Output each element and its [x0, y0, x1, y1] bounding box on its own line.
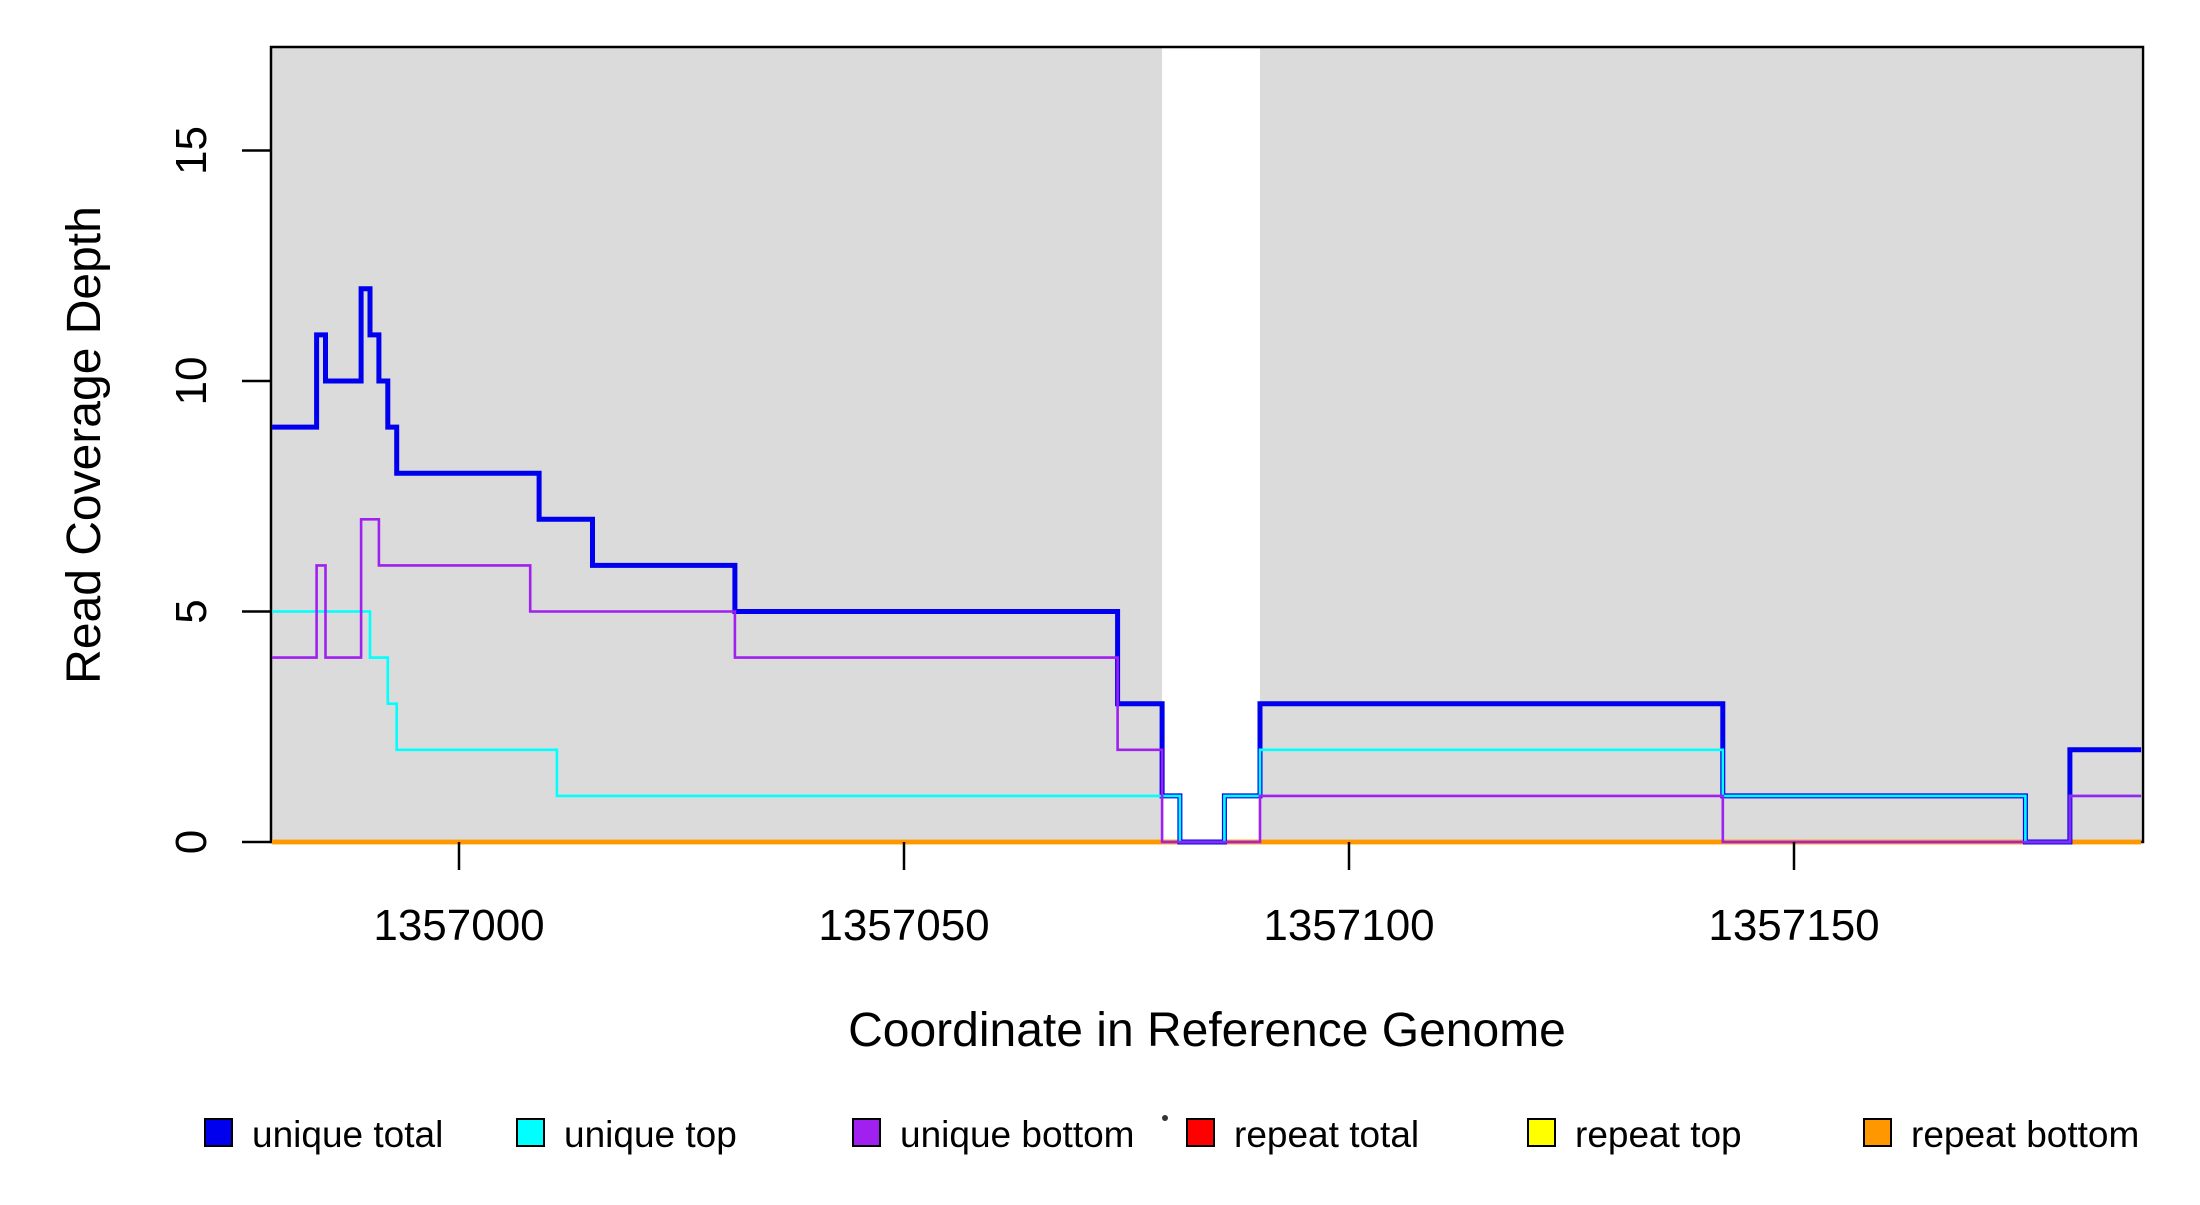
x-axis-title: Coordinate in Reference Genome: [848, 1004, 1566, 1057]
y-tick-label-15: 15: [167, 126, 216, 175]
x-tick-label-1357150: 1357150: [1708, 901, 1879, 950]
legend-item-repeat-total: repeat total: [1186, 1114, 1419, 1155]
stray-dot-artifact: [1162, 1115, 1168, 1121]
x-tick-label-1357050: 1357050: [818, 901, 989, 950]
repeat-top-label: repeat top: [1575, 1114, 1742, 1155]
legend-item-unique-total: unique total: [204, 1114, 443, 1155]
y-tick-label-10: 10: [167, 357, 216, 406]
legend-item-repeat-top: repeat top: [1527, 1114, 1742, 1155]
unique-top-label: unique top: [564, 1114, 737, 1155]
y-axis-tick-labels: 0 5 10 15: [167, 126, 216, 854]
legend-item-unique-top: unique top: [516, 1114, 737, 1155]
repeat-bottom-swatch: [1863, 1118, 1892, 1147]
axis-tick-marks: [242, 149, 1796, 870]
x-tick-label-1357000: 1357000: [373, 901, 544, 950]
unique-total-label: unique total: [252, 1114, 443, 1155]
legend-item-repeat-bottom: repeat bottom: [1863, 1114, 2139, 1155]
unique-bottom-label: unique bottom: [900, 1114, 1135, 1155]
repeat-total-swatch: [1186, 1118, 1215, 1147]
y-axis-title: Read Coverage Depth: [58, 206, 111, 684]
artifact-marks: [1162, 1115, 1168, 1121]
repeat-top-swatch: [1527, 1118, 1556, 1147]
legend-item-unique-bottom: unique bottom: [852, 1114, 1135, 1155]
x-tick-label-1357100: 1357100: [1263, 901, 1434, 950]
unique-bottom-swatch: [852, 1118, 881, 1147]
repeat-bottom-label: repeat bottom: [1911, 1114, 2139, 1155]
line-unique-total: [272, 286, 2142, 845]
background-regions: [272, 47, 2142, 842]
y-tick-label-0: 0: [167, 830, 216, 854]
unique-top-swatch: [516, 1118, 545, 1147]
y-tick-label-5: 5: [167, 599, 216, 623]
x-axis-tick-labels: 1357000 1357050 1357100 1357150: [373, 901, 1879, 950]
unique-total-swatch: [204, 1118, 233, 1147]
line-unique-bottom: [272, 518, 2142, 844]
repeat-total-label: repeat total: [1234, 1114, 1419, 1155]
mappable-region-left: [272, 47, 1163, 842]
mappable-region-right: [1260, 47, 2142, 842]
series-lines: [272, 286, 2142, 845]
legend: unique total unique top unique bottom re…: [204, 1114, 2139, 1155]
